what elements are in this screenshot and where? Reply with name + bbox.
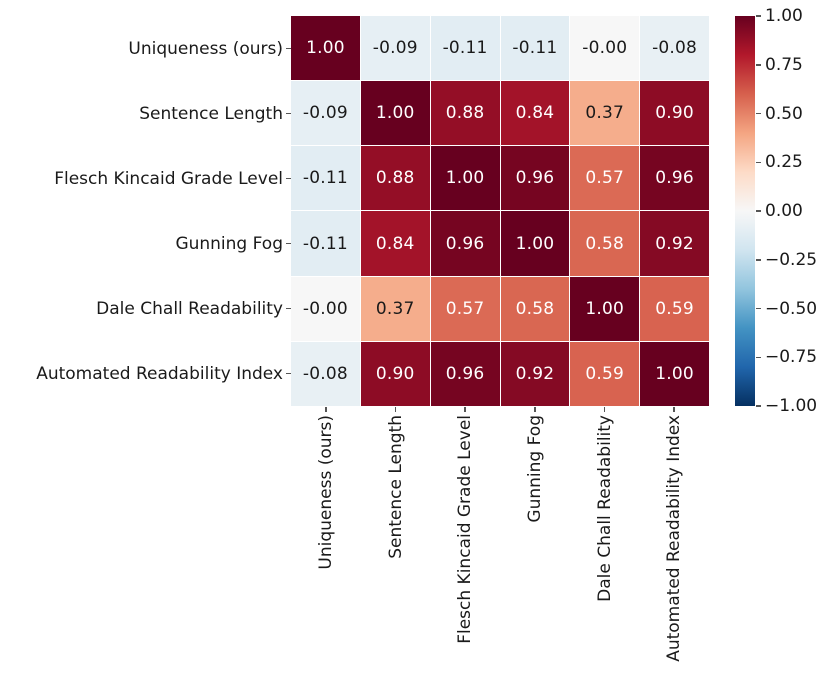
heatmap-cell: 1.00 [640, 341, 709, 406]
heatmap-cell: 0.59 [640, 276, 709, 341]
x-tick-label: Flesch Kincaid Grade Level [455, 415, 476, 644]
heatmap-cell: 1.00 [291, 16, 360, 81]
colorbar-gradient [735, 16, 755, 406]
colorbar-tick-mark [756, 405, 761, 407]
colorbar-tick-label: −0.50 [765, 298, 818, 319]
heatmap-cell: 0.90 [360, 341, 430, 406]
x-tick-label: Gunning Fog [524, 415, 545, 523]
heatmap-cell: -0.09 [360, 16, 430, 81]
colorbar-tick-mark [756, 112, 761, 115]
y-tick-label: Uniqueness (ours) [128, 38, 283, 59]
x-tick-label: Uniqueness (ours) [315, 415, 336, 570]
y-tick-label: Automated Readability Index [36, 363, 283, 384]
y-tick-mark [286, 177, 291, 180]
heatmap-cell: 0.37 [360, 276, 430, 341]
heatmap-cell: 0.84 [500, 81, 570, 146]
colorbar-tick-label: −0.75 [765, 347, 818, 368]
heatmap-cell: 0.57 [570, 146, 640, 211]
y-tick-label: Dale Chall Readability [96, 298, 283, 319]
y-tick-mark [286, 372, 291, 375]
colorbar-tick-label: −0.25 [765, 249, 818, 270]
heatmap-cell: 1.00 [430, 146, 500, 211]
heatmap-cell: 0.58 [500, 276, 570, 341]
heatmap-cell: 0.37 [570, 81, 640, 146]
y-tick-label: Flesch Kincaid Grade Level [54, 168, 283, 189]
heatmap-cell: -0.08 [291, 341, 360, 406]
heatmap-cell: 0.96 [430, 341, 500, 406]
heatmap-cell: 0.96 [500, 146, 570, 211]
colorbar-tick-label: 0.75 [765, 54, 803, 75]
colorbar-tick-mark [756, 356, 761, 358]
heatmap-cell: 0.96 [640, 146, 709, 211]
colorbar-tick-mark [756, 259, 761, 261]
x-tick-label: Sentence Length [385, 415, 406, 559]
colorbar-tick-mark [756, 15, 761, 17]
y-tick-mark [286, 47, 291, 50]
x-tick-mark [464, 407, 466, 412]
heatmap-cell: -0.11 [430, 16, 500, 81]
heatmap-cell: 0.92 [500, 341, 570, 406]
heatmap-cell: 0.90 [640, 81, 709, 146]
heatmap-cell: 0.58 [570, 211, 640, 276]
y-tick-label: Sentence Length [139, 103, 283, 124]
heatmap-cell: -0.11 [291, 146, 360, 211]
heatmap-cell: -0.00 [570, 16, 640, 81]
heatmap-cell: 1.00 [570, 276, 640, 341]
heatmap-cell: 0.92 [640, 211, 709, 276]
y-tick-mark [286, 112, 291, 115]
heatmap-cell: 0.57 [430, 276, 500, 341]
heatmap-cell: 0.96 [430, 211, 500, 276]
x-tick-mark [673, 407, 675, 412]
heatmap-cell: -0.00 [291, 276, 360, 341]
colorbar-tick-mark [756, 307, 761, 310]
heatmap-grid: 1.00 -0.09 -0.11 -0.11 -0.00 -0.08 -0.09 1.00 0.… [291, 16, 709, 406]
colorbar-tick-mark [756, 64, 761, 66]
heatmap-cell: 1.00 [500, 211, 570, 276]
colorbar-tick-label: 0.25 [765, 152, 803, 173]
heatmap-cell: 0.59 [570, 341, 640, 406]
heatmap-cell: -0.11 [291, 211, 360, 276]
y-tick-label: Gunning Fog [175, 233, 283, 254]
x-tick-mark [534, 407, 536, 412]
heatmap-cell: 0.88 [360, 146, 430, 211]
x-tick-label: Automated Readability Index [664, 415, 685, 662]
y-tick-mark [286, 242, 291, 245]
heatmap-cell: -0.11 [500, 16, 570, 81]
colorbar-tick-label: 1.00 [765, 6, 803, 26]
colorbar-tick-mark [756, 210, 761, 212]
x-tick-label: Dale Chall Readability [594, 415, 615, 602]
heatmap-cell: -0.09 [291, 81, 360, 146]
colorbar-tick-label: 0.50 [765, 103, 803, 124]
x-tick-mark [603, 407, 606, 412]
heatmap-cell: 0.88 [430, 81, 500, 146]
heatmap-cell: 1.00 [360, 81, 430, 146]
x-tick-mark [325, 407, 327, 412]
colorbar-tick-label: −1.00 [765, 396, 818, 416]
heatmap-cell: -0.08 [640, 16, 709, 81]
x-tick-mark [394, 407, 397, 412]
y-tick-mark [286, 307, 291, 310]
colorbar-tick-mark [756, 161, 761, 163]
heatmap-cell: 0.84 [360, 211, 430, 276]
colorbar-tick-label: 0.00 [765, 201, 803, 221]
